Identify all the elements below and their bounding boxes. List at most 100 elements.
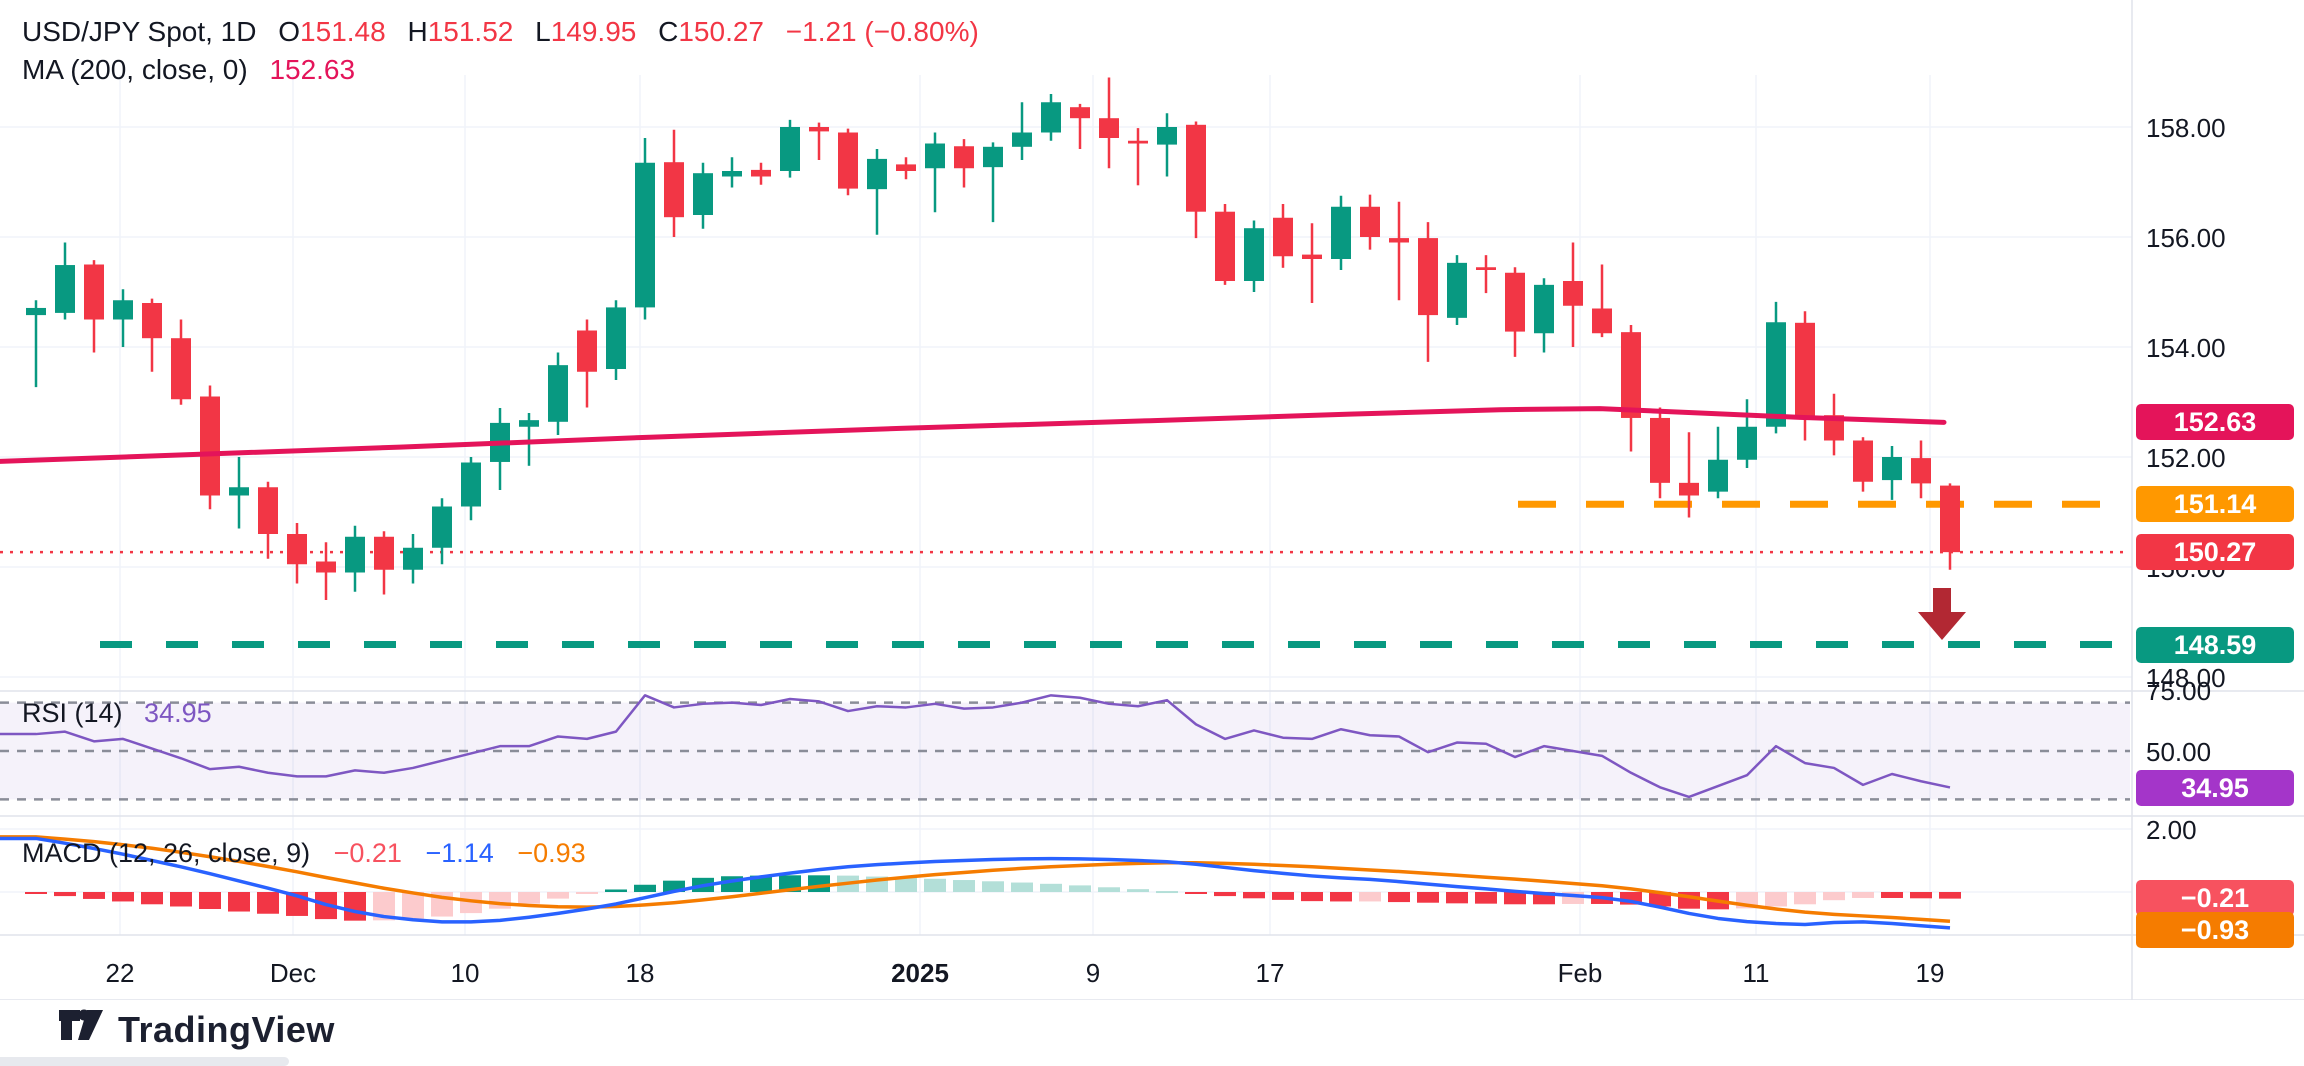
chart-canvas[interactable] <box>0 0 2304 1000</box>
time-tick-label: 9 <box>1085 958 1101 988</box>
candle-body <box>1389 238 1409 243</box>
candle-body <box>1563 281 1583 306</box>
candle-body <box>1186 124 1206 212</box>
macd-signal-value: −0.93 <box>517 838 586 868</box>
candle-body <box>606 307 626 369</box>
time-tick-label: 10 <box>450 958 480 988</box>
tradingview-logo[interactable]: TradingView <box>58 1008 335 1052</box>
candle-body <box>1679 482 1699 496</box>
high-label: H <box>407 16 428 47</box>
candle-body <box>693 173 713 215</box>
macd-histogram-bar <box>1910 892 1932 899</box>
macd-pane <box>0 835 1961 930</box>
macd-histogram-bar <box>1446 892 1468 904</box>
macd-histogram-bar <box>112 892 134 902</box>
open-value: 151.48 <box>300 16 386 47</box>
macd-line-value: −1.14 <box>425 838 494 868</box>
macd-histogram-bar <box>1939 892 1961 899</box>
macd-histogram-bar <box>1417 892 1439 903</box>
macd-histogram-bar <box>1359 892 1381 902</box>
support-level-badge: 148.59 <box>2136 627 2294 663</box>
candle-body <box>55 265 75 313</box>
high-value: 151.52 <box>427 16 514 47</box>
candle-body <box>1737 426 1757 460</box>
rsi-pane <box>0 694 2130 801</box>
candle-body <box>1621 332 1641 418</box>
macd-histogram-bar <box>54 892 76 897</box>
candle-body <box>1766 322 1786 427</box>
price-tick-label: 158.00 <box>2146 113 2226 143</box>
macd-pane-header[interactable]: MACD (12, 26, close, 9) −0.21 −1.14 −0.9… <box>22 838 586 869</box>
candle-body <box>1911 458 1931 484</box>
macd-histogram-bar <box>1881 892 1903 898</box>
macd-histogram-bar <box>402 892 424 919</box>
candle-body <box>1331 206 1351 259</box>
macd-histogram-bar <box>663 880 685 892</box>
candle-body <box>374 536 394 570</box>
rsi-value: 34.95 <box>144 698 212 728</box>
time-tick-label: Feb <box>1557 958 1603 988</box>
candle-body <box>1824 415 1844 441</box>
price-tick-label: 2.00 <box>2146 815 2197 845</box>
macd-label: MACD (12, 26, close, 9) <box>22 838 311 868</box>
bottom-scrollbar-stub[interactable] <box>0 1057 289 1066</box>
macd-histogram-bar <box>1127 889 1149 892</box>
macd-histogram-bar <box>1040 883 1062 892</box>
price-tick-label: 148.00 <box>2146 663 2226 693</box>
candle-body <box>171 338 191 400</box>
candle-body <box>142 303 162 339</box>
macd-histogram-bar <box>1301 892 1323 902</box>
price-tick-label: 75.00 <box>2146 676 2212 706</box>
candle-body <box>1273 217 1293 257</box>
time-tick-label: 2025 <box>891 958 949 988</box>
candle-body <box>1041 102 1061 133</box>
candle-body <box>954 146 974 169</box>
macd-histogram-bar <box>1185 892 1207 894</box>
macd-histogram-bar <box>1069 885 1091 892</box>
time-tick-label: 22 <box>105 958 135 988</box>
candle-body <box>258 487 278 534</box>
candle-body <box>1302 254 1322 259</box>
price-pane <box>0 77 2130 649</box>
candle-body <box>664 162 684 218</box>
macd-histogram-bar <box>1562 892 1584 904</box>
tradingview-logo-text: TradingView <box>118 1009 335 1050</box>
close-label: C <box>658 16 679 47</box>
macd-histogram-bar <box>1214 892 1236 897</box>
ma200-line <box>0 406 1947 464</box>
rsi-label: RSI (14) <box>22 698 123 728</box>
macd-signal-badge: −0.93 <box>2136 912 2294 948</box>
macd-histogram-bar <box>1243 892 1265 899</box>
low-label: L <box>535 16 551 47</box>
change-value: −1.21 (−0.80%) <box>785 16 979 47</box>
candle-body <box>1360 206 1380 237</box>
macd-histogram-bar <box>344 892 366 921</box>
rsi-pane-header[interactable]: RSI (14) 34.95 <box>22 698 212 729</box>
macd-histogram-bar <box>1504 892 1526 905</box>
candle-body <box>1534 284 1554 334</box>
candle-body <box>548 365 568 422</box>
tradingview-logo-icon <box>59 1009 103 1040</box>
candle-body <box>287 534 307 565</box>
macd-histogram-bar <box>1852 892 1874 898</box>
macd-histogram-bar <box>750 875 772 892</box>
macd-histogram-bar <box>895 877 917 892</box>
time-axis[interactable] <box>0 936 2132 1000</box>
candle-body <box>1244 228 1264 281</box>
candle-body <box>1505 272 1525 332</box>
macd-histogram-bar <box>1098 887 1120 892</box>
down-arrow-annotation <box>1918 588 1966 640</box>
candle-body <box>1012 132 1032 147</box>
symbol-ohlc-header[interactable]: USD/JPY Spot, 1D O151.48 H151.52 L149.95… <box>22 16 979 48</box>
candle-body <box>1795 322 1815 416</box>
candle-body <box>809 127 829 132</box>
low-value: 149.95 <box>550 16 637 47</box>
candle-body <box>461 462 481 507</box>
ma-indicator-header[interactable]: MA (200, close, 0) 152.63 <box>22 54 355 86</box>
candle-body <box>1708 459 1728 492</box>
macd-histogram-bar <box>1156 891 1178 894</box>
macd-histogram-bar <box>634 884 656 892</box>
candle-body <box>519 420 539 427</box>
macd-histogram-bar <box>170 892 192 907</box>
macd-histogram-bar <box>257 892 279 914</box>
